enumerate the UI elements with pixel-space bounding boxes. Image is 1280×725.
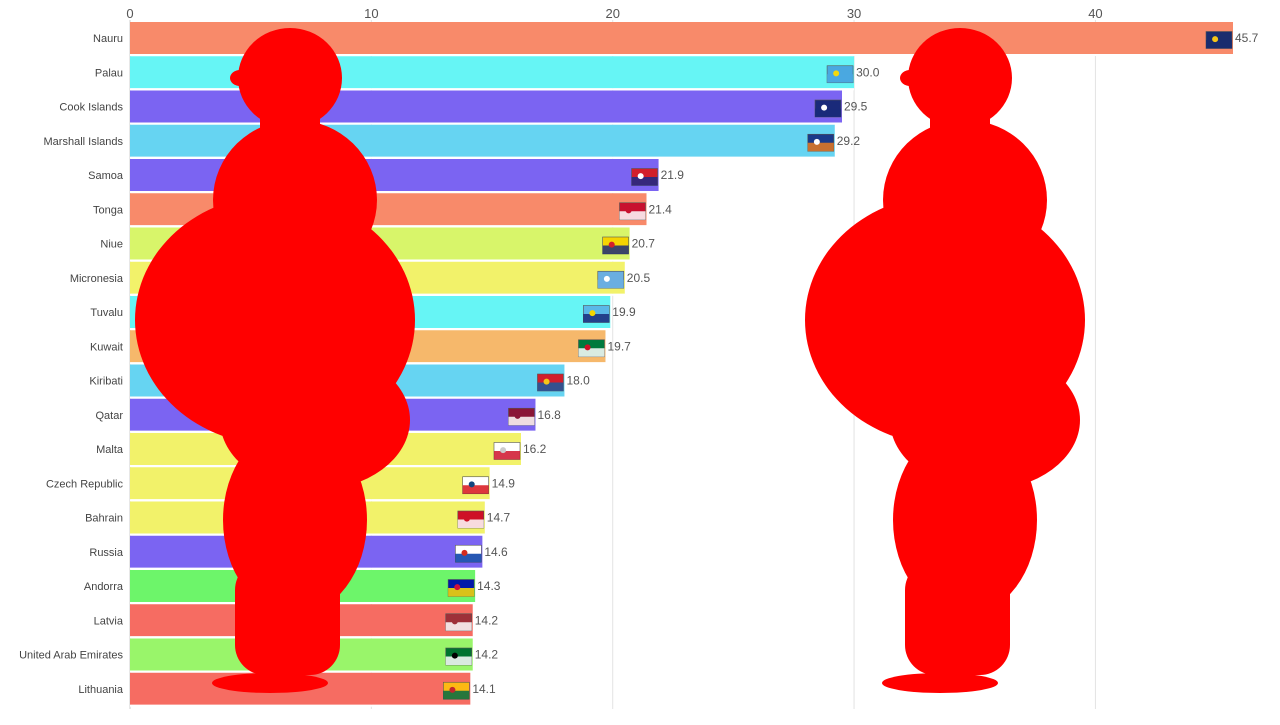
category-label: United Arab Emirates [19, 650, 123, 662]
value-label: 20.7 [632, 237, 656, 251]
value-label: 21.9 [661, 168, 685, 182]
bar-samoa [130, 159, 659, 191]
palau-flag-icon [826, 65, 854, 84]
tuvalu-flag-icon [582, 305, 610, 323]
value-label: 21.4 [649, 202, 673, 216]
samoa-flag-icon [631, 168, 658, 186]
x-tick-label: 0 [126, 6, 133, 21]
category-label: Palau [95, 67, 123, 79]
category-label: Qatar [95, 410, 123, 422]
x-tick-label: 30 [847, 6, 861, 21]
micronesia-flag-icon [597, 270, 625, 289]
category-label: Lithuania [78, 684, 124, 696]
nauru-flag-icon [1205, 31, 1233, 49]
x-tick-label: 20 [605, 6, 619, 21]
value-label: 18.0 [566, 374, 590, 388]
cook-islands-flag-icon [814, 99, 842, 118]
x-tick-label: 40 [1088, 6, 1102, 21]
value-label: 16.2 [523, 442, 547, 456]
x-tick-label: 10 [364, 6, 378, 21]
tonga-flag-icon [619, 202, 646, 221]
obese-person-silhouette-left-icon [135, 28, 415, 693]
category-label: Czech Republic [46, 478, 124, 490]
kiribati-flag-icon [537, 373, 564, 392]
marshall-islands-flag-icon [807, 133, 835, 152]
latvia-flag-icon [445, 613, 473, 632]
russia-flag-icon [455, 544, 482, 563]
andorra-flag-icon [447, 579, 475, 597]
value-label: 14.1 [472, 682, 496, 696]
category-label: Andorra [84, 581, 124, 593]
bahrain-flag-icon [457, 510, 485, 529]
malta-flag-icon [493, 442, 521, 460]
bar-cook-islands [130, 90, 843, 123]
obese-person-silhouette-right-icon [805, 28, 1085, 693]
value-label: 29.5 [844, 100, 868, 114]
category-label: Micronesia [70, 273, 124, 285]
category-label: Tuvalu [90, 307, 123, 319]
category-label: Marshall Islands [44, 136, 124, 148]
category-label: Russia [89, 547, 124, 559]
value-label: 19.7 [607, 339, 631, 353]
category-label: Cook Islands [59, 102, 123, 114]
lithuania-flag-icon [443, 681, 470, 700]
category-label: Niue [100, 239, 123, 251]
czech-republic-flag-icon [462, 476, 489, 495]
category-label: Tonga [93, 204, 124, 216]
category-label: Bahrain [85, 513, 123, 525]
value-label: 14.6 [484, 545, 508, 559]
value-label: 29.2 [837, 134, 861, 148]
uae-flag-icon [445, 647, 473, 666]
category-label: Kiribati [89, 376, 123, 388]
value-label: 14.2 [475, 613, 499, 627]
qatar-flag-icon [508, 407, 535, 426]
value-label: 19.9 [612, 305, 636, 319]
value-label: 14.3 [477, 579, 501, 593]
value-label: 30.0 [856, 65, 880, 79]
value-label: 14.9 [492, 476, 516, 490]
value-label: 14.7 [487, 511, 511, 525]
value-label: 20.5 [627, 271, 651, 285]
category-label: Malta [96, 444, 124, 456]
category-label: Latvia [94, 615, 124, 627]
value-label: 45.7 [1235, 31, 1259, 45]
kuwait-flag-icon [578, 339, 605, 358]
category-label: Samoa [88, 170, 124, 182]
value-label: 16.8 [537, 408, 561, 422]
value-label: 14.2 [475, 648, 499, 662]
category-label: Nauru [93, 33, 123, 45]
category-label: Kuwait [90, 341, 123, 353]
niue-flag-icon [602, 236, 629, 255]
